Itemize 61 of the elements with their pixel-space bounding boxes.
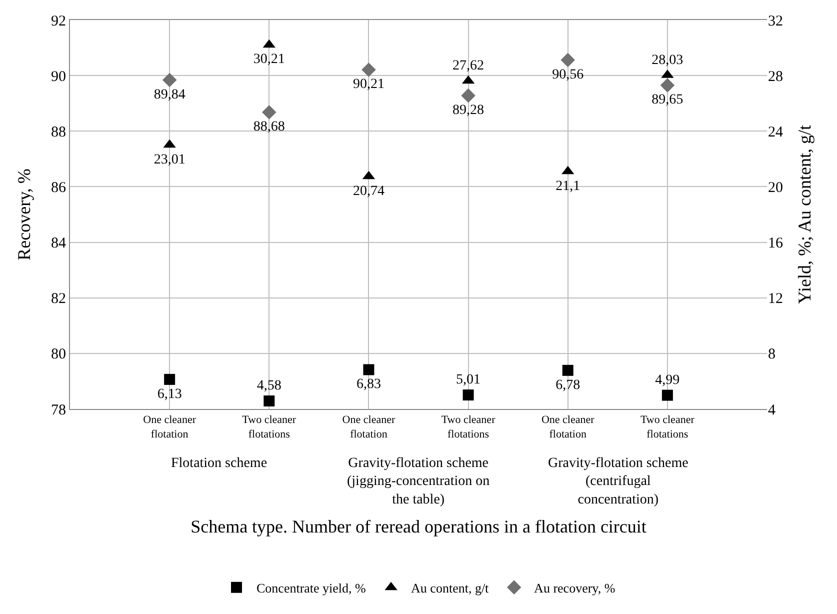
x-tick-label: One cleaner flotation: [143, 414, 196, 440]
y2-tick-label: 12: [768, 291, 783, 308]
x-tick-label: One cleaner flotation: [541, 414, 595, 440]
data-label: 6,83: [356, 377, 381, 392]
legend-label: Au recovery, %: [534, 580, 616, 596]
x-tick-label: Two cleaner flotations: [640, 414, 695, 440]
point: [462, 389, 474, 400]
data-label: 88,68: [253, 120, 285, 135]
y-tick-label: 88: [51, 124, 66, 140]
y-tick-label: 82: [51, 291, 66, 308]
point: [362, 62, 376, 77]
data-label: 6,13: [157, 386, 182, 402]
point: [262, 105, 276, 120]
y-tick-label: 90: [51, 68, 66, 85]
x-tick-label: Two cleaner flotations: [242, 414, 296, 440]
y-tick-label: 80: [51, 346, 66, 363]
y2-tick-label: 8: [768, 346, 776, 363]
data-label: 4,58: [256, 378, 282, 394]
data-label: 6,78: [556, 378, 580, 393]
text: Flotation scheme: [171, 456, 268, 471]
x-tick-label: Two cleaner flotations: [441, 414, 496, 440]
point: [660, 78, 675, 92]
data-label: 90,56: [552, 67, 584, 82]
data-label: 4,99: [655, 372, 680, 388]
point: [363, 364, 374, 376]
y-tick-label: 92: [51, 13, 66, 30]
data-label: 89,28: [452, 102, 484, 118]
y2-tick-label: 20: [768, 180, 783, 196]
point: [164, 374, 176, 385]
point: [560, 52, 576, 68]
text: Gravity-flotation scheme (centrifugal concentration): [548, 456, 688, 508]
data-label: 20,74: [352, 184, 384, 199]
legend-label: Concentrate yield, %: [256, 580, 366, 596]
y2-tick-label: 32: [768, 13, 783, 30]
data-label: 27,62: [452, 58, 484, 74]
x-tick-label: One cleaner flotation: [342, 414, 396, 440]
point: [461, 88, 476, 103]
y-axis-title: Recovery, %: [14, 168, 34, 260]
y2-tick-label: 28: [768, 68, 783, 85]
data-label: 28,03: [652, 52, 684, 68]
point: [662, 390, 673, 401]
y2-tick-label: 16: [768, 236, 784, 252]
point: [562, 364, 574, 376]
legend-label: Au content, g/t: [411, 580, 490, 596]
y2-tick-label: 4: [768, 402, 776, 418]
data-label: 90,21: [352, 77, 384, 92]
y-tick-label: 86: [51, 180, 66, 196]
point: [162, 72, 177, 88]
data-label: 23,01: [154, 152, 186, 168]
data-label: 5,01: [456, 372, 481, 388]
data-label: 21,1: [556, 178, 580, 194]
data-label: 30,21: [253, 52, 285, 68]
y2-tick-label: 24: [768, 124, 784, 140]
y-tick-label: 78: [51, 402, 66, 418]
text: Gravity-flotation scheme (jigging-concentration on the table): [347, 456, 490, 508]
data-label: 89,84: [154, 87, 186, 102]
y-tick-label: 84: [51, 236, 66, 252]
x-axis-title: Schema type. Number of reread operations in a flotation circuit: [190, 516, 646, 537]
data-label: 89,65: [652, 92, 684, 108]
y2-axis-title: Yield, %; Au content, g/t: [794, 125, 815, 304]
point: [264, 395, 275, 406]
